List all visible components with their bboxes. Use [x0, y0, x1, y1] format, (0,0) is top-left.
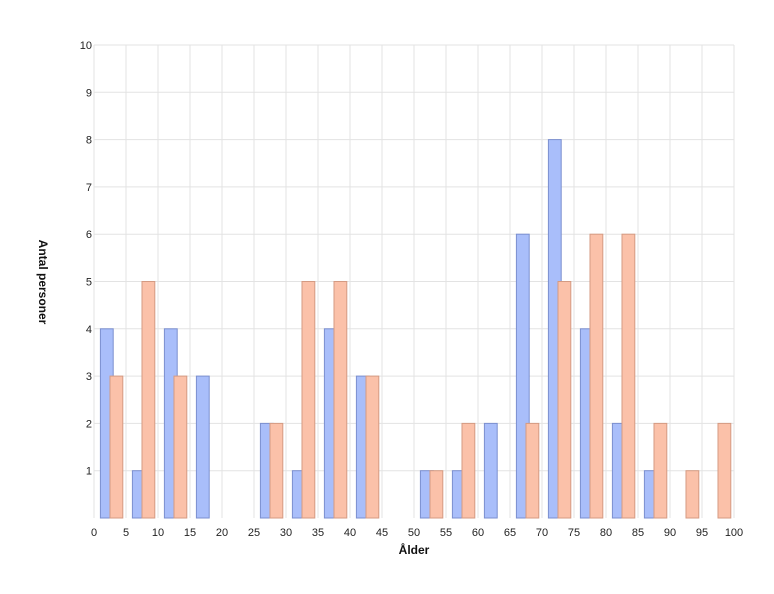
bars — [99, 139, 732, 519]
x-tick-label: 45 — [376, 527, 388, 539]
x-tick-label: 50 — [408, 527, 420, 539]
y-tick-label: 1 — [86, 466, 92, 478]
y-tick-label: 7 — [86, 182, 92, 194]
bar-orange — [173, 375, 188, 519]
x-tick-label: 70 — [536, 527, 548, 539]
x-tick-label: 60 — [472, 527, 484, 539]
bar-orange — [653, 422, 668, 519]
y-tick-label: 3 — [86, 371, 92, 383]
grid-lines — [93, 44, 735, 518]
y-axis-title: Antal personer — [36, 240, 50, 325]
y-tick-label: 10 — [80, 40, 92, 52]
x-tick-label: 80 — [600, 527, 612, 539]
bar-orange — [621, 233, 636, 519]
y-tick-label: 8 — [86, 135, 92, 147]
x-tick-label: 20 — [216, 527, 228, 539]
x-axis-title: Ålder — [399, 542, 430, 557]
bar-orange — [461, 422, 476, 519]
y-tick-labels: 1 2 3 4 5 6 7 8 9 10 — [80, 40, 92, 478]
bar-orange — [301, 281, 316, 519]
x-tick-label: 55 — [440, 527, 452, 539]
y-tick-label: 4 — [86, 324, 92, 336]
y-tick-label: 6 — [86, 229, 92, 241]
bar-orange — [589, 233, 604, 519]
bar-orange — [717, 422, 732, 519]
x-tick-label: 5 — [123, 527, 129, 539]
bar-blue — [195, 375, 210, 519]
x-tick-label: 10 — [152, 527, 164, 539]
x-tick-label: 100 — [725, 527, 743, 539]
y-tick-label: 2 — [86, 418, 92, 430]
y-tick-label: 5 — [86, 277, 92, 289]
y-tick-label: 9 — [86, 87, 92, 99]
bar-orange — [365, 375, 380, 519]
bar-blue — [483, 422, 498, 519]
bar-orange — [141, 281, 156, 519]
x-tick-label: 30 — [280, 527, 292, 539]
bar-orange — [685, 470, 700, 519]
bar-orange — [525, 422, 540, 519]
x-tick-label: 90 — [664, 527, 676, 539]
bar-orange — [557, 281, 572, 519]
x-tick-label: 95 — [696, 527, 708, 539]
x-tick-label: 65 — [504, 527, 516, 539]
bar-orange — [109, 375, 124, 519]
x-tick-label: 75 — [568, 527, 580, 539]
x-tick-label: 0 — [91, 527, 97, 539]
x-tick-label: 40 — [344, 527, 356, 539]
x-tick-labels: 0 5 10 15 20 25 30 35 40 45 50 55 60 65 70 75 80 85 90 95 10… — [91, 527, 743, 539]
bar-orange — [333, 281, 348, 519]
x-tick-label: 25 — [248, 527, 260, 539]
x-tick-label: 35 — [312, 527, 324, 539]
bar-orange — [269, 422, 284, 519]
bar-orange — [429, 470, 444, 519]
x-tick-label: 85 — [632, 527, 644, 539]
x-tick-label: 15 — [184, 527, 196, 539]
